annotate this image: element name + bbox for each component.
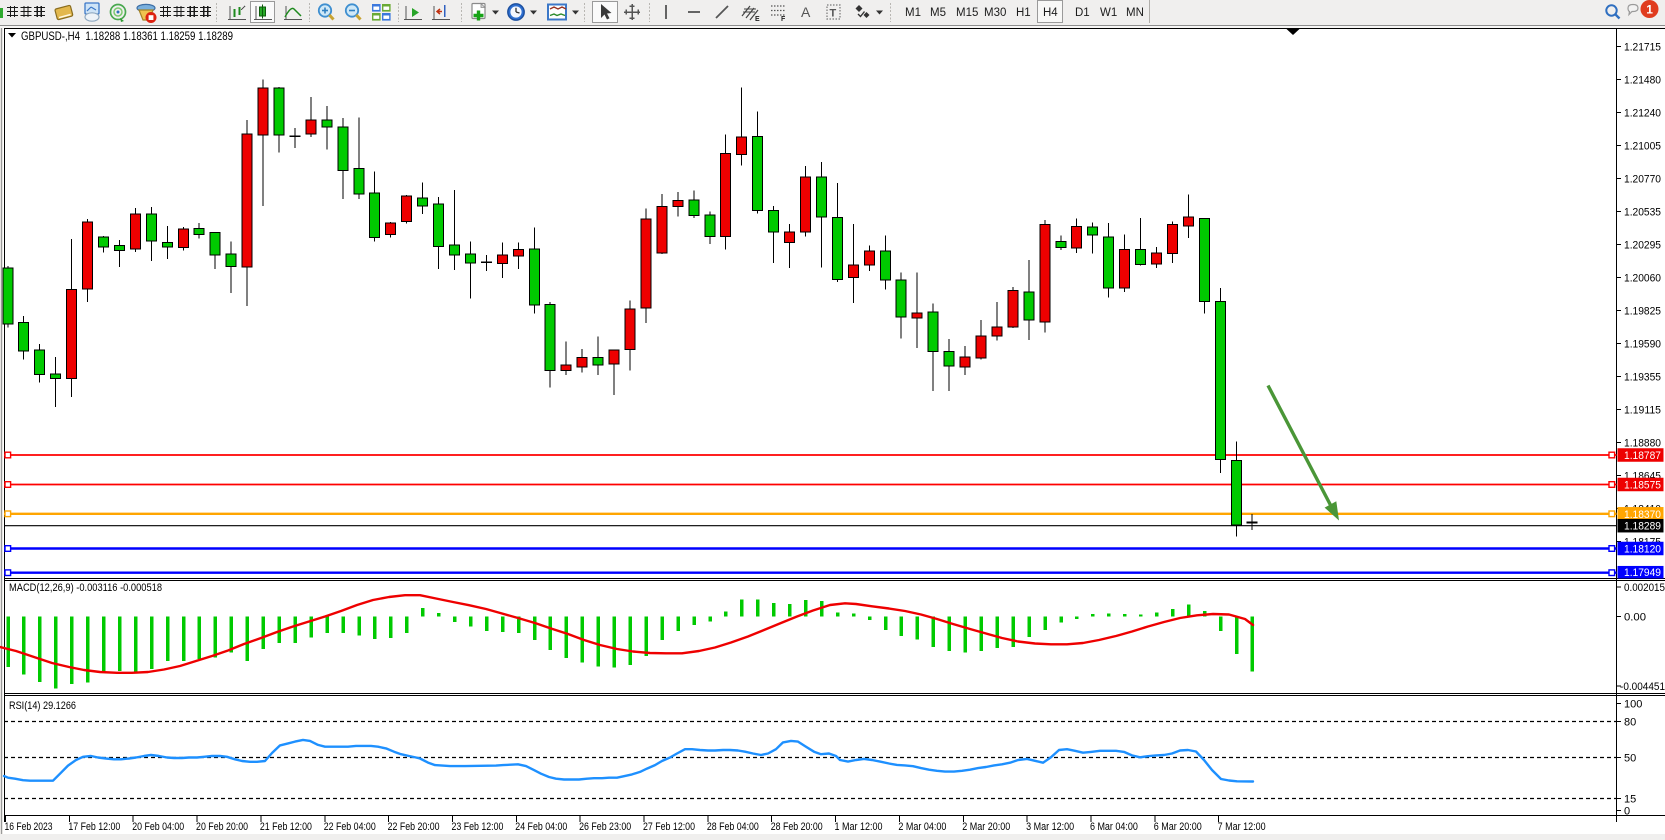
svg-text:16 Feb 2023: 16 Feb 2023 [5, 821, 53, 833]
svg-text:MACD(12,26,9) -0.003116 -0.000: MACD(12,26,9) -0.003116 -0.000518 [9, 582, 162, 594]
svg-text:M1: M1 [905, 7, 921, 19]
svg-text:22 Feb 20:00: 22 Feb 20:00 [388, 821, 440, 833]
svg-text:28 Feb 04:00: 28 Feb 04:00 [707, 821, 759, 833]
svg-text:24 Feb 04:00: 24 Feb 04:00 [515, 821, 567, 833]
svg-text:17 Feb 12:00: 17 Feb 12:00 [68, 821, 120, 833]
svg-text:E: E [755, 16, 760, 23]
svg-text:RSI(14) 29.1266: RSI(14) 29.1266 [9, 700, 76, 712]
svg-text:0: 0 [1624, 806, 1630, 818]
svg-text:W1: W1 [1100, 7, 1117, 19]
svg-text:1.19590: 1.19590 [1624, 339, 1661, 351]
svg-text:1.17949: 1.17949 [1624, 567, 1661, 579]
svg-text:1.18575: 1.18575 [1624, 480, 1661, 492]
svg-text:28 Feb 20:00: 28 Feb 20:00 [771, 821, 823, 833]
svg-text:1 Mar 12:00: 1 Mar 12:00 [835, 821, 883, 833]
svg-text:0.002015: 0.002015 [1624, 582, 1665, 594]
svg-text:6 Mar 20:00: 6 Mar 20:00 [1154, 821, 1202, 833]
svg-text:3 Mar 12:00: 3 Mar 12:00 [1026, 821, 1074, 833]
svg-text:2 Mar 04:00: 2 Mar 04:00 [898, 821, 946, 833]
svg-text:1.18120: 1.18120 [1624, 544, 1661, 556]
svg-text:26 Feb 23:00: 26 Feb 23:00 [579, 821, 631, 833]
svg-text:1: 1 [1646, 3, 1653, 17]
svg-text:23 Feb 12:00: 23 Feb 12:00 [451, 821, 503, 833]
svg-text:1.20295: 1.20295 [1624, 240, 1661, 252]
svg-text:20 Feb 20:00: 20 Feb 20:00 [196, 821, 248, 833]
svg-text:1.19355: 1.19355 [1624, 372, 1661, 384]
svg-text:1.18370: 1.18370 [1624, 509, 1661, 521]
svg-text:T: T [830, 8, 837, 20]
svg-text:M30: M30 [984, 7, 1006, 19]
svg-text:2 Mar 20:00: 2 Mar 20:00 [962, 821, 1010, 833]
svg-text:1.18289: 1.18289 [1624, 521, 1661, 533]
svg-text:H4: H4 [1043, 7, 1058, 19]
svg-text:1.20535: 1.20535 [1624, 207, 1661, 219]
svg-text:F: F [781, 16, 786, 23]
svg-text:22 Feb 04:00: 22 Feb 04:00 [324, 821, 376, 833]
svg-text:1.18787: 1.18787 [1624, 450, 1661, 462]
svg-text:1.20060: 1.20060 [1624, 273, 1661, 285]
svg-text:20 Feb 04:00: 20 Feb 04:00 [132, 821, 184, 833]
svg-text:15: 15 [1624, 794, 1636, 806]
svg-text:D1: D1 [1075, 7, 1090, 19]
svg-text:1.19825: 1.19825 [1624, 306, 1661, 318]
svg-text:7 Mar 12:00: 7 Mar 12:00 [1218, 821, 1266, 833]
svg-text:1.21715: 1.21715 [1624, 42, 1661, 54]
svg-text:1.21240: 1.21240 [1624, 108, 1661, 120]
svg-text:1.18880: 1.18880 [1624, 438, 1661, 450]
svg-text:100: 100 [1624, 699, 1642, 711]
svg-text:M15: M15 [956, 7, 978, 19]
svg-text:80: 80 [1624, 717, 1636, 729]
svg-text:27 Feb 12:00: 27 Feb 12:00 [643, 821, 695, 833]
svg-text:50: 50 [1624, 753, 1636, 765]
svg-text:6 Mar 04:00: 6 Mar 04:00 [1090, 821, 1138, 833]
svg-text:M5: M5 [930, 7, 946, 19]
svg-text:21 Feb 12:00: 21 Feb 12:00 [260, 821, 312, 833]
svg-text:1.20770: 1.20770 [1624, 174, 1661, 186]
svg-text:1.21480: 1.21480 [1624, 75, 1661, 87]
svg-text:H1: H1 [1016, 7, 1031, 19]
svg-text:1.21005: 1.21005 [1624, 141, 1661, 153]
svg-text:A: A [801, 4, 811, 20]
svg-text:MN: MN [1126, 7, 1144, 19]
svg-text:GBPUSD-,H4 1.18288 1.18361 1.: GBPUSD-,H4 1.18288 1.18361 1.18259 1.182… [21, 29, 233, 43]
svg-text:-0.004451: -0.004451 [1620, 681, 1665, 693]
svg-text:1.19115: 1.19115 [1624, 405, 1661, 417]
svg-text:0.00: 0.00 [1624, 612, 1646, 624]
